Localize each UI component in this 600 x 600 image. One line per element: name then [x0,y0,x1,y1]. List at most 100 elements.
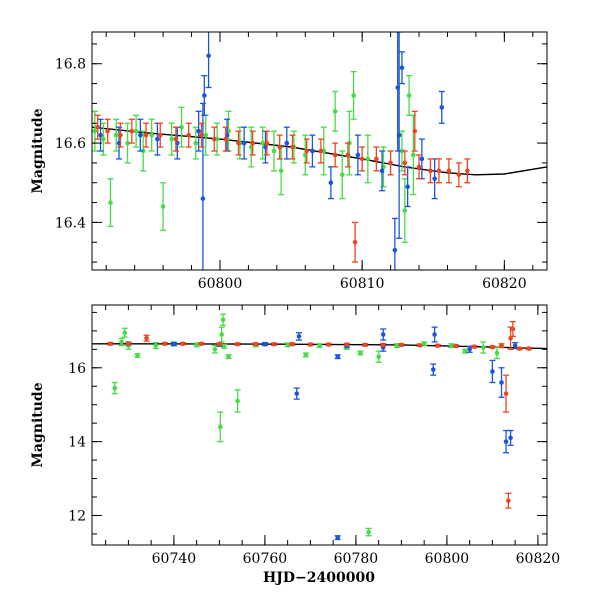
top-point-green [410,114,417,196]
bottom-data-point [503,391,509,396]
bottom-point-blue [466,345,473,353]
top-point-blue [394,32,401,152]
top-data-point [113,132,119,138]
bottom-data-point [499,343,504,348]
bottom-data-point [362,342,368,348]
top-point-red [373,146,380,172]
bottom-data-point [499,380,504,385]
top-point-blue [195,110,202,152]
top-data-point [125,140,130,146]
top-data-point [202,93,207,98]
bottom-point-red [271,341,277,347]
bottom-point-red [216,341,223,347]
bottom-data-point [253,341,259,347]
bottom-point-red [198,341,205,347]
top-point-red [198,122,205,148]
bottom-point-red [398,342,405,348]
bottom-data-point [344,342,350,347]
bottom-point-red [307,342,314,347]
bottom-point-blue [334,535,341,541]
top-point-green [92,110,98,152]
bottom-data-point [490,369,495,374]
top-data-point [105,128,110,134]
top-y-tick-label: 16.8 [55,57,86,73]
bottom-point-red [380,342,387,348]
bottom-point-red [525,346,532,351]
top-point-red [143,122,150,148]
top-point-red [464,158,471,184]
bottom-data-point [221,344,227,349]
top-data-point [264,140,270,146]
top-data-point [186,132,191,138]
bottom-point-red [343,342,350,347]
top-data-point [203,132,209,138]
top-point-red [445,158,452,184]
top-point-green [302,134,309,176]
top-point-red [317,138,324,164]
top-data-point [169,136,174,142]
bottom-y-tick-label: 16 [68,361,86,377]
bottom-point-blue [489,359,496,384]
top-data-point [101,136,106,142]
bottom-point-red [143,334,150,342]
top-data-point [157,132,163,138]
bottom-data-point [380,332,386,337]
top-data-point [206,53,211,59]
top-point-green [401,178,408,243]
bottom-data-point [510,326,516,332]
top-data-point [352,239,358,245]
bottom-data-point [430,367,436,372]
top-data-point [260,140,265,146]
top-data-point [108,200,113,205]
top-point-red [359,146,366,172]
bottom-data-point [508,335,513,341]
top-data-point [456,172,462,178]
top-point-blue [201,74,208,116]
top-point-blue [241,126,248,160]
top-data-layer [92,32,547,270]
top-point-green [148,118,155,152]
top-data-point [365,156,371,162]
top-point-red [185,122,192,148]
bottom-data-point [435,343,441,348]
top-point-blue [438,90,445,124]
top-data-point [359,156,365,162]
top-data-point [332,152,338,158]
bottom-point-green [462,348,469,354]
top-point-green [124,122,131,164]
top-point-green [364,134,371,184]
top-point-green [380,146,387,188]
bottom-y-tick-label: 14 [68,435,86,451]
top-point-blue [327,166,334,200]
bottom-point-green [121,327,128,338]
top-data-point [129,128,135,134]
top-point-blue [309,134,316,168]
top-data-point [277,144,282,150]
bottom-point-red [125,341,132,347]
top-data-point [173,136,179,142]
bottom-data-point [194,342,199,348]
bottom-point-blue [261,341,268,347]
top-data-point [304,148,310,154]
top-point-blue [224,118,231,152]
top-y-axis-label: Magnitude [30,108,46,193]
bottom-data-point [112,385,118,391]
top-data-point [345,152,351,158]
top-data-point [310,148,315,154]
top-point-blue [199,102,206,270]
top-data-point [196,128,201,134]
bottom-data-point [317,343,322,348]
top-data-point [284,140,290,146]
bottom-data-point [162,341,168,347]
bottom-data-point [219,332,224,337]
bottom-point-red [289,341,296,347]
bottom-data-point [262,341,268,347]
top-point-blue [262,130,269,164]
bottom-data-layer [92,313,547,541]
top-data-point [428,168,433,174]
top-data-point [290,144,295,150]
bottom-point-red [489,344,496,350]
top-data-point [193,140,199,146]
bottom-data-point [399,342,404,348]
top-point-blue [174,126,181,160]
